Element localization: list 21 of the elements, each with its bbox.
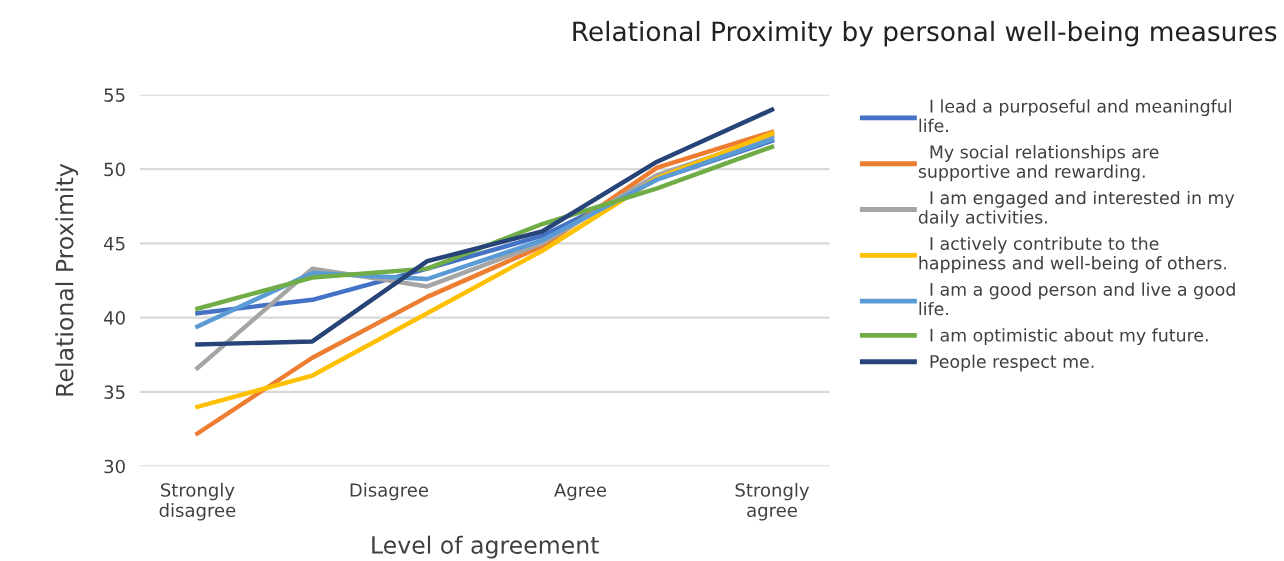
y-tick-label: 45 <box>103 237 125 251</box>
text: Relational Proximity by personal well-being measures <box>573 20 1277 47</box>
text: Strongly disagree <box>159 482 236 521</box>
legend-label: I am optimistic about my future. <box>930 328 1208 346</box>
text: Agree <box>554 483 607 501</box>
y-axis-title: Relational Proximity <box>55 163 79 396</box>
y-tick-label: 30 <box>104 459 125 474</box>
y-tick-label: 50 <box>104 162 125 177</box>
legend-label: I am engaged and interested in my daily activities. <box>918 190 1235 228</box>
text: Disagree <box>350 482 429 501</box>
legend-label: People respect me. <box>930 354 1094 372</box>
legend-label: I actively contribute to the happiness and well-being of others. <box>919 236 1226 273</box>
text: Strongly agree <box>735 482 810 521</box>
y-tick-label: 35 <box>104 385 125 400</box>
legend-label: I lead a purposeful and meaningful life. <box>919 99 1231 133</box>
x-axis-title: Level of agreement <box>372 535 599 559</box>
y-tick-label: 40 <box>103 311 125 325</box>
legend-label: My social relationships are supportive and rewarding. <box>918 145 1159 182</box>
legend-label: I am a good person and live a good life. <box>919 282 1235 316</box>
line-series <box>195 107 775 347</box>
y-tick-label: 55 <box>104 88 125 102</box>
